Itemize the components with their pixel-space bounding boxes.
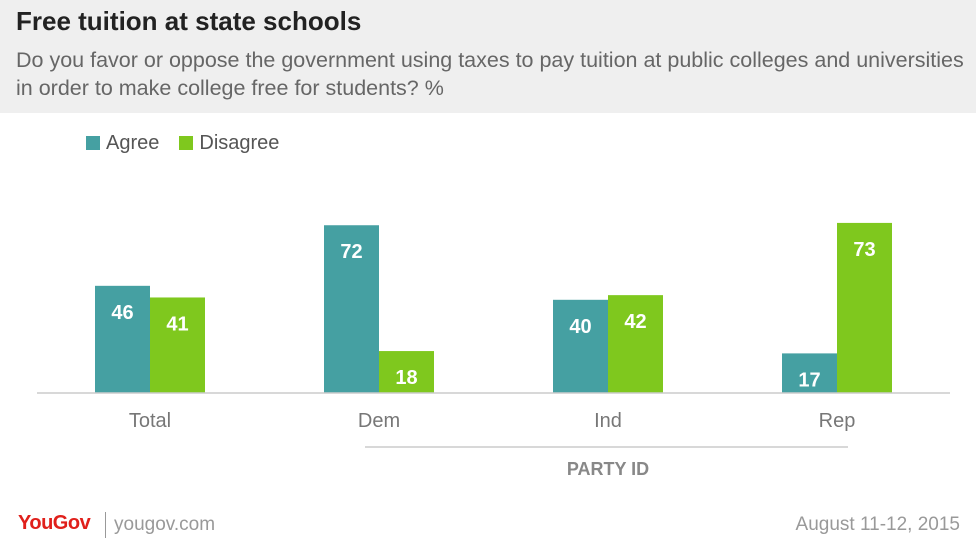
- category-label-dem: Dem: [358, 410, 400, 432]
- legend-swatch-disagree: [179, 136, 194, 150]
- legend-item-agree: Agree: [86, 132, 159, 155]
- category-label-total: Total: [129, 410, 171, 432]
- bar-value-agree-total: 46: [111, 302, 133, 324]
- header-band: Free tuition at state schools Do you fav…: [0, 0, 976, 113]
- footer-divider: [105, 512, 106, 538]
- bar-value-disagree-total: 41: [166, 313, 188, 335]
- bar-disagree-ind: [608, 295, 663, 393]
- category-label-rep: Rep: [819, 410, 856, 432]
- bar-value-agree-ind: 40: [569, 316, 591, 338]
- bar-agree-ind: [553, 299, 608, 393]
- category-label-ind: Ind: [594, 410, 622, 432]
- legend: Agree Disagree: [86, 130, 299, 156]
- party-id-label: PARTY ID: [567, 459, 649, 479]
- bar-agree-rep: [782, 353, 837, 393]
- bar-value-disagree-ind: 42: [624, 311, 646, 333]
- chart-subtitle: Do you favor or oppose the government us…: [16, 48, 964, 100]
- bar-disagree-dem: [379, 351, 434, 393]
- yougov-logo: YouGov: [18, 512, 91, 534]
- legend-label-disagree: Disagree: [199, 131, 280, 154]
- legend-label-agree: Agree: [106, 131, 160, 154]
- legend-item-disagree: Disagree: [179, 132, 279, 155]
- bar-disagree-rep: [837, 222, 892, 393]
- bar-value-disagree-dem: 18: [395, 367, 417, 389]
- footer-site: yougov.com: [114, 514, 216, 535]
- bar-value-disagree-rep: 73: [853, 239, 875, 261]
- chart-title: Free tuition at state schools: [16, 6, 362, 36]
- survey-date: August 11-12, 2015: [795, 514, 960, 535]
- bar-agree-total: [95, 285, 150, 393]
- bar-value-agree-dem: 72: [340, 241, 362, 263]
- legend-swatch-agree: [86, 136, 100, 150]
- bar-disagree-total: [150, 297, 205, 393]
- bar-agree-dem: [324, 225, 379, 393]
- bar-value-agree-rep: 17: [798, 369, 820, 391]
